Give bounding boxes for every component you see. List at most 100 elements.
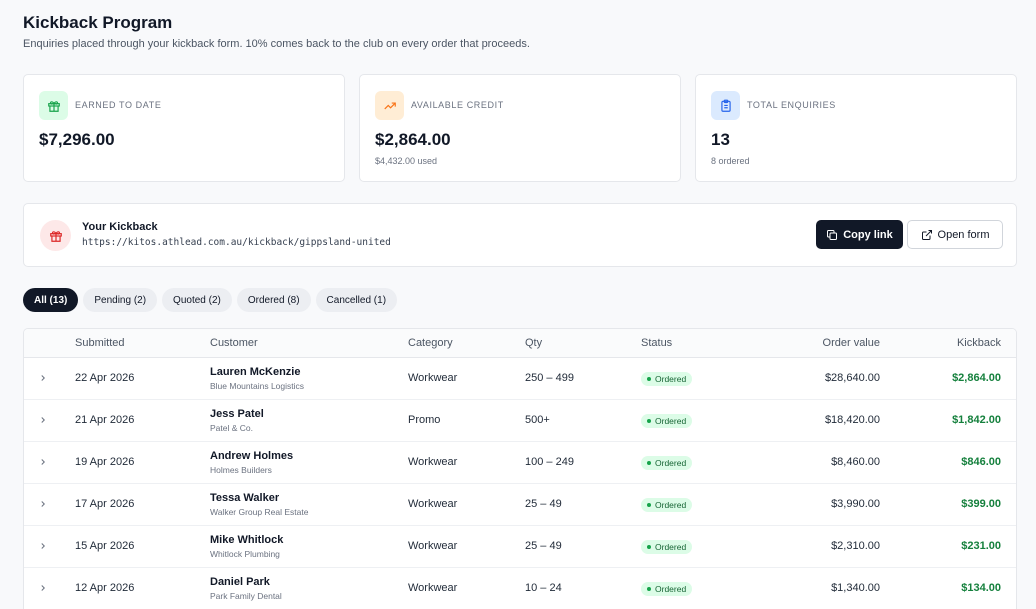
table-row[interactable]: 19 Apr 2026 Andrew Holmes Holmes Builders W… — [24, 442, 1016, 484]
tab-ordered[interactable]: Ordered (8) — [236, 288, 311, 312]
column-header-submitted[interactable]: Submitted — [75, 337, 125, 349]
stat-label: EARNED TO DATE — [75, 100, 162, 110]
copy-link-button[interactable]: Copy link — [816, 220, 903, 249]
customer-org: Whitlock Plumbing — [210, 549, 280, 559]
category: Workwear — [408, 498, 458, 510]
tab-cancelled[interactable]: Cancelled (1) — [315, 288, 398, 312]
order-value: $3,990.00 — [831, 498, 880, 510]
order-value: $18,420.00 — [824, 414, 880, 426]
open-form-button[interactable]: Open form — [907, 220, 1003, 249]
chevron-right-icon[interactable] — [38, 373, 48, 383]
customer-org: Patel & Co. — [210, 423, 253, 433]
category: Workwear — [408, 540, 458, 552]
order-value: $8,460.00 — [831, 456, 880, 468]
kickback-link-card: Your Kickback https://kitos.athlead.com.… — [23, 203, 1017, 267]
submitted-date: 19 Apr 2026 — [75, 456, 135, 468]
stat-value: 13 — [711, 130, 730, 149]
stat-sub: $4,432.00 used — [375, 156, 438, 166]
status-badge: Ordered — [641, 456, 693, 470]
status-badge: Ordered — [641, 414, 693, 428]
open-form-label: Open form — [937, 228, 990, 241]
customer-name: Tessa Walker — [210, 492, 280, 504]
quantity: 25 – 49 — [525, 540, 562, 552]
submitted-date: 17 Apr 2026 — [75, 498, 135, 510]
kickback-amount: $1,842.00 — [952, 414, 1001, 426]
table-row[interactable]: 22 Apr 2026 Lauren McKenzie Blue Mountains… — [24, 358, 1016, 400]
stat-label: AVAILABLE CREDIT — [411, 100, 504, 110]
chevron-right-icon[interactable] — [38, 541, 48, 551]
clipboard-icon — [711, 91, 740, 120]
order-value: $28,640.00 — [824, 372, 880, 384]
tab-all[interactable]: All (13) — [23, 288, 79, 312]
customer-name: Daniel Park — [210, 576, 270, 588]
chevron-right-icon[interactable] — [38, 583, 48, 593]
trending-up-icon — [375, 91, 404, 120]
status-badge: Ordered — [641, 540, 693, 554]
table-header: Submitted Customer Category Qty Status O… — [24, 329, 1016, 358]
customer-name: Jess Patel — [210, 408, 264, 420]
chevron-right-icon[interactable] — [38, 499, 48, 509]
submitted-date: 22 Apr 2026 — [75, 372, 135, 384]
category: Workwear — [408, 582, 458, 594]
status-badge: Ordered — [641, 498, 693, 512]
copy-link-label: Copy link — [843, 228, 893, 241]
table-row[interactable]: 21 Apr 2026 Jess Patel Patel & Co. Promo 500… — [24, 400, 1016, 442]
kickback-amount: $399.00 — [961, 498, 1001, 510]
customer-name: Lauren McKenzie — [210, 366, 301, 378]
category: Promo — [408, 414, 441, 426]
column-header-qty[interactable]: Qty — [525, 337, 543, 349]
submitted-date: 15 Apr 2026 — [75, 540, 135, 552]
kickback-amount: $2,864.00 — [952, 372, 1001, 384]
status-filter-tabs: All (13) Pending (2) Quoted (2) Ordered … — [23, 288, 398, 312]
category: Workwear — [408, 372, 458, 384]
column-header-customer[interactable]: Customer — [210, 337, 258, 349]
table-row[interactable]: 17 Apr 2026 Tessa Walker Walker Group Real… — [24, 484, 1016, 526]
table-row[interactable]: 15 Apr 2026 Mike Whitlock Whitlock Plumbin… — [24, 526, 1016, 568]
column-header-category[interactable]: Category — [408, 337, 453, 349]
order-value: $2,310.00 — [831, 540, 880, 552]
copy-icon — [827, 229, 838, 240]
page-subtitle: Enquiries placed through your kickback f… — [23, 38, 530, 50]
customer-org: Park Family Dental — [210, 591, 282, 601]
category: Workwear — [408, 456, 458, 468]
status-badge: Ordered — [641, 372, 693, 386]
customer-name: Mike Whitlock — [210, 534, 284, 546]
kickback-url[interactable]: https://kitos.athlead.com.au/kickback/gi… — [82, 237, 391, 248]
tab-pending[interactable]: Pending (2) — [83, 288, 158, 312]
submitted-date: 12 Apr 2026 — [75, 582, 135, 594]
quantity: 250 – 499 — [525, 372, 574, 384]
customer-org: Walker Group Real Estate — [210, 507, 309, 517]
page-title: Kickback Program — [23, 13, 173, 32]
customer-name: Andrew Holmes — [210, 450, 294, 462]
kickback-amount: $846.00 — [961, 456, 1001, 468]
enquiries-table: Submitted Customer Category Qty Status O… — [23, 328, 1017, 609]
stat-value: $2,864.00 — [375, 130, 451, 149]
kickback-amount: $134.00 — [961, 582, 1001, 594]
submitted-date: 21 Apr 2026 — [75, 414, 135, 426]
quantity: 25 – 49 — [525, 498, 562, 510]
stat-card-enquiries: TOTAL ENQUIRIES 13 8 ordered — [695, 74, 1017, 182]
stat-sub: 8 ordered — [711, 156, 750, 166]
customer-org: Holmes Builders — [210, 465, 272, 475]
customer-org: Blue Mountains Logistics — [210, 381, 305, 391]
stat-label: TOTAL ENQUIRIES — [747, 100, 836, 110]
column-header-kickback[interactable]: Kickback — [956, 337, 1001, 349]
gift-icon — [40, 220, 71, 251]
stat-card-credit: AVAILABLE CREDIT $2,864.00 $4,432.00 use… — [359, 74, 681, 182]
chevron-right-icon[interactable] — [38, 457, 48, 467]
kickback-amount: $231.00 — [961, 540, 1001, 552]
gift-icon — [39, 91, 68, 120]
column-header-status[interactable]: Status — [641, 337, 673, 349]
chevron-right-icon[interactable] — [38, 415, 48, 425]
table-row[interactable]: 12 Apr 2026 Daniel Park Park Family Dental… — [24, 568, 1016, 609]
quantity: 100 – 249 — [525, 456, 574, 468]
status-badge: Ordered — [641, 582, 693, 596]
kickback-title: Your Kickback — [82, 221, 158, 233]
stat-card-earned: EARNED TO DATE $7,296.00 — [23, 74, 345, 182]
quantity: 10 – 24 — [525, 582, 562, 594]
quantity: 500+ — [525, 414, 550, 426]
external-link-icon — [921, 229, 932, 240]
stat-value: $7,296.00 — [39, 130, 115, 149]
tab-quoted[interactable]: Quoted (2) — [162, 288, 232, 312]
column-header-order-value[interactable]: Order value — [822, 337, 880, 349]
